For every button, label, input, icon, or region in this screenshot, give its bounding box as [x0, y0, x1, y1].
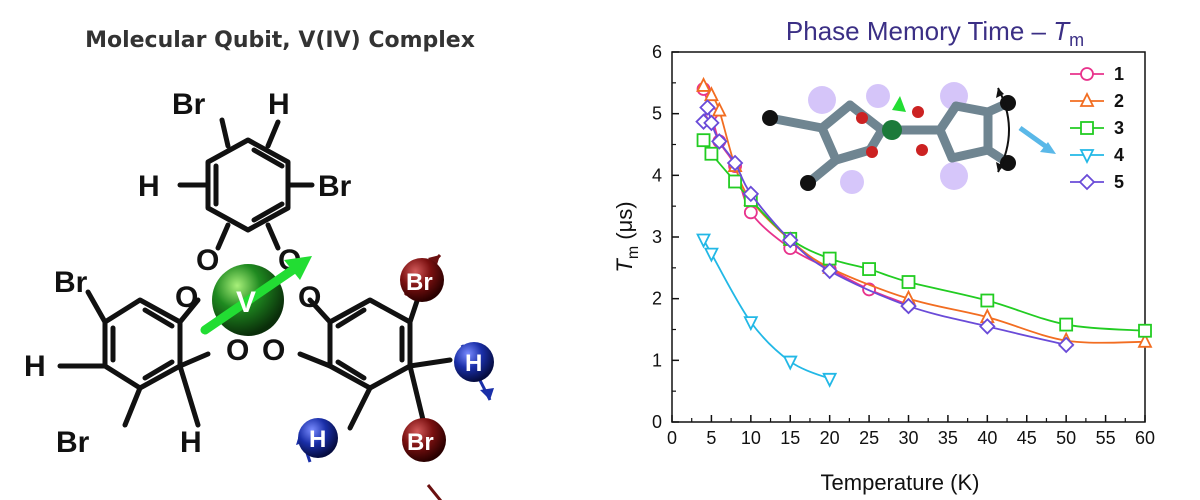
h-nucleus-ball: H [298, 418, 338, 458]
y-tick-label: 1 [652, 350, 662, 370]
legend-label: 1 [1114, 64, 1124, 84]
data-point [696, 133, 711, 148]
legend-label: 5 [1114, 172, 1124, 192]
chart-title: Phase Memory Time – Tm [786, 16, 1084, 50]
data-point [743, 205, 758, 220]
data-point [900, 297, 917, 315]
x-tick-label: 50 [1056, 428, 1076, 448]
y-tick-label: 2 [652, 289, 662, 309]
y-tick-label: 4 [652, 165, 662, 185]
atom-br: Br [56, 426, 90, 459]
series-4 [696, 233, 838, 388]
atom-o: O [262, 334, 285, 367]
atom-h: H [24, 350, 46, 383]
atom-h: H [138, 170, 160, 203]
data-point [980, 293, 995, 308]
data-point [821, 262, 838, 280]
x-tick-label: 55 [1096, 428, 1116, 448]
data-point [1137, 332, 1153, 348]
series-line [702, 106, 1067, 346]
data-point [979, 318, 996, 335]
x-tick-label: 15 [780, 428, 800, 448]
atom-o: O [298, 281, 321, 314]
legend-label: 3 [1114, 118, 1124, 138]
x-axis-title: Temperature (K) [821, 470, 980, 495]
x-tick-label: 45 [1017, 428, 1037, 448]
data-point [703, 114, 720, 132]
x-tick-label: 25 [859, 428, 879, 448]
data-point [1138, 323, 1152, 338]
y-tick-label: 3 [652, 227, 662, 247]
x-tick-label: 0 [667, 428, 677, 448]
figure-left-title: Molecular Qubit, V(IV) Complex [85, 28, 475, 53]
data-point [782, 355, 798, 371]
data-point [743, 316, 759, 332]
x-tick-label: 40 [977, 428, 997, 448]
y-tick-label: 6 [652, 42, 662, 62]
atom-o: O [196, 244, 219, 277]
atom-br: Br [172, 88, 206, 121]
data-point [781, 231, 799, 249]
legend-marker [1078, 173, 1096, 191]
data-point [703, 86, 719, 102]
x-tick-label: 35 [938, 428, 958, 448]
data-point [1057, 336, 1075, 354]
legend-item: 1 [1070, 64, 1124, 84]
h-nucleus-ball: H [454, 342, 494, 382]
vanadium-atom: V [200, 256, 312, 336]
series-1 [696, 82, 916, 312]
ball-label: Br [407, 429, 434, 456]
series-5 [695, 99, 1075, 354]
plot-frame [671, 51, 1146, 423]
br-nucleus-ball: Br [402, 418, 446, 462]
ball-label: Br [406, 269, 433, 296]
data-point [704, 146, 719, 161]
legend-label: 2 [1114, 91, 1124, 111]
atom-br: Br [54, 266, 88, 299]
molecule-structure: Br H H Br O O O O Br H O O Br H Br H H B… [24, 88, 494, 500]
series-3 [696, 133, 1152, 338]
legend-marker [1080, 67, 1094, 81]
legend-marker [1079, 149, 1095, 165]
x-tick-label: 5 [706, 428, 716, 448]
legend-item: 4 [1070, 145, 1124, 165]
atom-br: Br [318, 170, 352, 203]
molecule-inset-icon [762, 82, 1056, 194]
legend-item: 3 [1070, 118, 1124, 138]
y-tick-label: 0 [652, 412, 662, 432]
data-point [711, 133, 728, 150]
atom-o: O [175, 281, 198, 314]
ball-label: H [465, 350, 482, 377]
legend-marker [1080, 121, 1094, 135]
data-point [711, 101, 727, 117]
legend-label: 4 [1114, 145, 1124, 165]
data-point [822, 372, 838, 388]
tm-chart: Phase Memory Time – Tm [612, 16, 1155, 495]
data-point [696, 76, 711, 92]
metal-label: V [236, 286, 256, 319]
atom-o: O [226, 334, 249, 367]
data-point [703, 247, 719, 263]
y-axis-title: Tm (μs) [612, 201, 642, 272]
data-point [742, 185, 760, 203]
x-tick-label: 60 [1135, 428, 1155, 448]
data-point [696, 233, 711, 249]
br-nucleus-ball: Br [400, 258, 444, 302]
data-point [699, 99, 716, 116]
x-tick-label: 30 [898, 428, 918, 448]
legend-item: 5 [1070, 172, 1124, 192]
data-point [901, 275, 916, 289]
legend-item: 2 [1070, 91, 1124, 111]
atom-h: H [180, 426, 202, 459]
legend-marker [1079, 91, 1095, 107]
atom-h: H [268, 88, 290, 121]
data-point [1059, 317, 1074, 332]
x-tick-label: 10 [741, 428, 761, 448]
x-tick-label: 20 [820, 428, 840, 448]
data-point [728, 174, 742, 189]
ball-label: H [309, 426, 326, 453]
data-point [862, 262, 876, 276]
y-tick-label: 5 [652, 104, 662, 124]
data-point [726, 154, 744, 172]
